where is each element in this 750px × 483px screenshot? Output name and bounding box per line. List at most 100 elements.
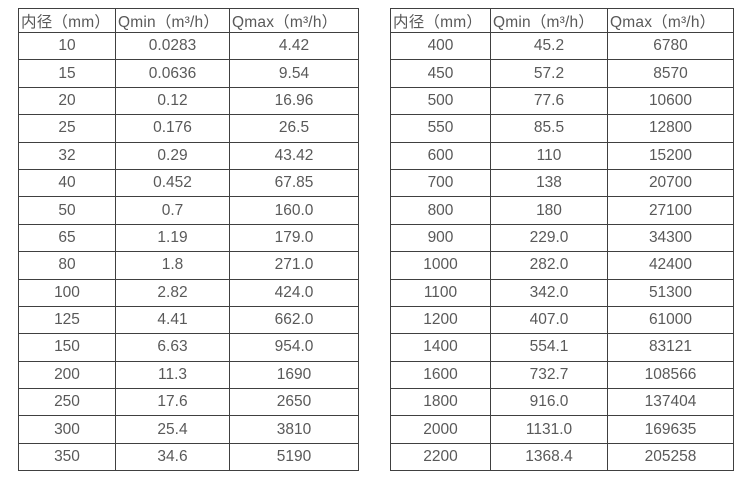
qmin-cell: 0.7: [115, 196, 230, 225]
qmax-cell: 8570: [607, 59, 734, 88]
table-row: 350 34.6 5190: [18, 442, 359, 472]
qmin-cell: 11.3: [115, 360, 230, 390]
diameter-cell: 10: [18, 31, 116, 61]
diameter-cell: 350: [18, 442, 116, 472]
flow-table-right: 内径（mm） Qmin（m³/h） Qmax（m³/h） 400 45.2 6780…: [390, 8, 734, 472]
qmin-cell: 1.8: [115, 251, 230, 280]
diameter-cell: 15: [18, 59, 116, 88]
diameter-cell: 2200: [390, 442, 491, 472]
table-row: 25 0.176 26.5: [18, 114, 359, 143]
diameter-cell: 20: [18, 86, 116, 116]
table-row: 65 1.19 179.0: [18, 223, 359, 253]
qmax-cell: 20700: [607, 168, 734, 198]
column-header-qmax: Qmax（m³/h）: [607, 8, 734, 33]
table-row: 550 85.5 12800: [390, 114, 734, 143]
qmax-cell: 42400: [607, 251, 734, 280]
diameter-cell: 800: [390, 196, 491, 225]
diameter-cell: 700: [390, 168, 491, 198]
table-row: 300 25.4 3810: [18, 415, 359, 444]
qmax-cell: 5190: [229, 442, 359, 472]
table-row: 150 6.63 954.0: [18, 333, 359, 362]
table-row: 1400 554.1 83121: [390, 333, 734, 362]
table-row: 80 1.8 271.0: [18, 251, 359, 280]
qmin-cell: 732.7: [490, 360, 608, 390]
table-row: 2200 1368.4 205258: [390, 442, 734, 472]
qmin-cell: 57.2: [490, 59, 608, 88]
qmin-cell: 6.63: [115, 333, 230, 362]
qmin-cell: 0.452: [115, 168, 230, 198]
table-row: 32 0.29 43.42: [18, 141, 359, 170]
qmin-cell: 1.19: [115, 223, 230, 253]
table-row: 500 77.6 10600: [390, 86, 734, 116]
qmin-cell: 110: [490, 141, 608, 170]
qmin-cell: 0.0283: [115, 31, 230, 61]
diameter-cell: 1100: [390, 278, 491, 307]
table-row: 100 2.82 424.0: [18, 278, 359, 307]
qmax-cell: 169635: [607, 415, 734, 444]
table-row: 600 110 15200: [390, 141, 734, 170]
column-header-diameter: 内径（mm）: [390, 8, 491, 33]
qmin-cell: 0.29: [115, 141, 230, 170]
table-row: 700 138 20700: [390, 168, 734, 198]
table-row: 125 4.41 662.0: [18, 305, 359, 335]
table-body: 10 0.0283 4.42 15 0.0636 9.54 20 0.12 16.96 25 0.1…: [18, 31, 359, 472]
table-row: 50 0.7 160.0: [18, 196, 359, 225]
qmax-cell: 51300: [607, 278, 734, 307]
qmax-cell: 662.0: [229, 305, 359, 335]
qmax-cell: 424.0: [229, 278, 359, 307]
qmax-cell: 160.0: [229, 196, 359, 225]
qmax-cell: 34300: [607, 223, 734, 253]
table-row: 10 0.0283 4.42: [18, 31, 359, 61]
qmax-cell: 83121: [607, 333, 734, 362]
diameter-cell: 65: [18, 223, 116, 253]
table-row: 1000 282.0 42400: [390, 251, 734, 280]
qmax-cell: 6780: [607, 31, 734, 61]
table-row: 400 45.2 6780: [390, 31, 734, 61]
qmax-cell: 3810: [229, 415, 359, 444]
table-row: 1600 732.7 108566: [390, 360, 734, 390]
diameter-cell: 250: [18, 388, 116, 417]
qmax-cell: 137404: [607, 388, 734, 417]
qmin-cell: 17.6: [115, 388, 230, 417]
qmax-cell: 12800: [607, 114, 734, 143]
table-row: 15 0.0636 9.54: [18, 59, 359, 88]
table-row: 1200 407.0 61000: [390, 305, 734, 335]
qmin-cell: 4.41: [115, 305, 230, 335]
qmin-cell: 25.4: [115, 415, 230, 444]
qmin-cell: 2.82: [115, 278, 230, 307]
qmax-cell: 954.0: [229, 333, 359, 362]
table-row: 1100 342.0 51300: [390, 278, 734, 307]
qmax-cell: 179.0: [229, 223, 359, 253]
qmin-cell: 229.0: [490, 223, 608, 253]
table-row: 40 0.452 67.85: [18, 168, 359, 198]
diameter-cell: 1200: [390, 305, 491, 335]
qmin-cell: 1131.0: [490, 415, 608, 444]
qmax-cell: 10600: [607, 86, 734, 116]
table-header-row: 内径（mm） Qmin（m³/h） Qmax（m³/h）: [390, 8, 734, 33]
diameter-cell: 40: [18, 168, 116, 198]
table-row: 250 17.6 2650: [18, 388, 359, 417]
qmin-cell: 342.0: [490, 278, 608, 307]
diameter-cell: 25: [18, 114, 116, 143]
qmin-cell: 0.0636: [115, 59, 230, 88]
diameter-cell: 32: [18, 141, 116, 170]
qmax-cell: 108566: [607, 360, 734, 390]
qmax-cell: 1690: [229, 360, 359, 390]
qmax-cell: 43.42: [229, 141, 359, 170]
table-row: 200 11.3 1690: [18, 360, 359, 390]
qmax-cell: 67.85: [229, 168, 359, 198]
table-row: 2000 1131.0 169635: [390, 415, 734, 444]
qmin-cell: 138: [490, 168, 608, 198]
diameter-cell: 1000: [390, 251, 491, 280]
qmin-cell: 0.176: [115, 114, 230, 143]
qmax-cell: 15200: [607, 141, 734, 170]
qmin-cell: 916.0: [490, 388, 608, 417]
table-body: 400 45.2 6780 450 57.2 8570 500 77.6 10600 550 85.…: [390, 31, 734, 472]
flow-table-left: 内径（mm） Qmin（m³/h） Qmax（m³/h） 10 0.0283 4.4…: [18, 8, 359, 472]
diameter-cell: 450: [390, 59, 491, 88]
table-row: 20 0.12 16.96: [18, 86, 359, 116]
diameter-cell: 125: [18, 305, 116, 335]
table-row: 450 57.2 8570: [390, 59, 734, 88]
table-header-row: 内径（mm） Qmin（m³/h） Qmax（m³/h）: [18, 8, 359, 33]
